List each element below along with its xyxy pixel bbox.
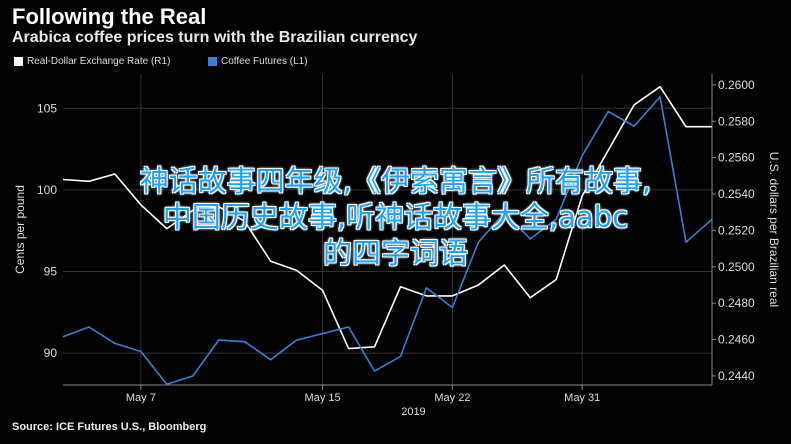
x-axis-year-label: 2019 [401, 406, 425, 418]
left-tick-label: 105 [37, 101, 57, 115]
overlay-line-1: 神话故事四年级,《伊索寓言》所有故事, [139, 164, 652, 198]
chart-source: Source: ICE Futures U.S., Bloomberg [12, 421, 207, 433]
series-line-exchange-rate [62, 85, 712, 350]
right-tick-label: 0.2500 [718, 260, 755, 274]
chart-title: Following the Real [12, 4, 207, 29]
overlay-line-3: 的四字词语 [322, 236, 468, 270]
legend-swatch-white [14, 57, 23, 66]
x-tick-label: May 7 [126, 392, 156, 404]
left-tick-label: 90 [44, 346, 58, 360]
legend-label-coffee-futures: Coffee Futures (L1) [221, 56, 308, 67]
x-tick-label: May 22 [434, 392, 470, 404]
right-tick-label: 0.2540 [718, 187, 755, 201]
right-tick-label: 0.2460 [718, 333, 755, 347]
right-tick-label: 0.2480 [718, 296, 755, 310]
right-tick-label: 0.2600 [718, 78, 755, 92]
left-tick-label: 95 [44, 265, 58, 279]
legend-item-exchange-rate: Real-Dollar Exchange Rate (R1) [14, 56, 170, 67]
x-tick-label: May 31 [564, 392, 600, 404]
right-tick-label: 0.2520 [718, 223, 755, 237]
right-tick-label: 0.2580 [718, 114, 755, 128]
legend-swatch-blue [208, 57, 217, 66]
left-tick-label: 100 [37, 183, 57, 197]
right-tick-label: 0.2560 [718, 151, 755, 165]
right-tick-label: 0.2440 [718, 369, 755, 383]
legend-label-exchange-rate: Real-Dollar Exchange Rate (R1) [27, 56, 171, 67]
overlay-caption: 神话故事四年级,《伊索寓言》所有故事, 中国历史故事,听神话故事大全,aabc … [0, 163, 791, 271]
series-line-coffee-futures [62, 96, 713, 386]
left-axis-title: Cents per pound [13, 185, 27, 274]
overlay-line-2: 中国历史故事,听神话故事大全,aabc [162, 200, 629, 234]
chart-subtitle: Arabica coffee prices turn with the Braz… [12, 29, 418, 46]
legend-item-coffee-futures: Coffee Futures (L1) [208, 56, 308, 67]
x-tick-label: May 15 [305, 392, 341, 404]
right-axis-title: U.S. dollars per Brazilian real [767, 152, 781, 307]
